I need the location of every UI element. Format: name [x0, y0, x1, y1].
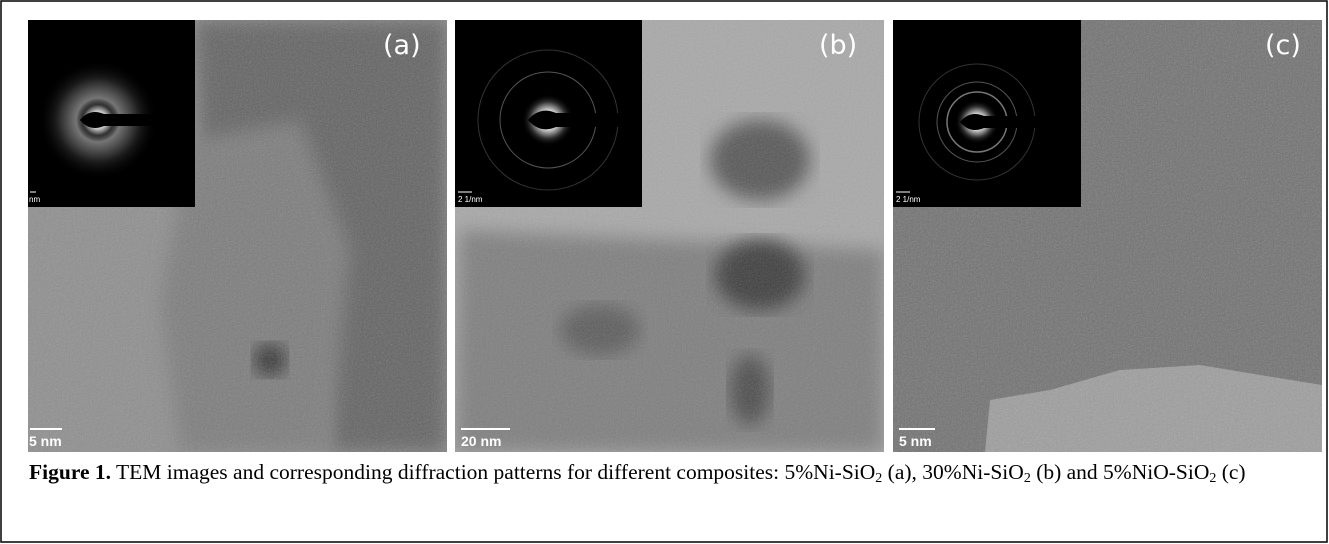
- panel-label: (c): [1265, 30, 1301, 61]
- caption-text: TEM images and corresponding diffraction…: [111, 460, 875, 484]
- scale-bar-label: 5 nm: [29, 433, 62, 449]
- scale-bar-label: 20 nm: [461, 433, 501, 449]
- caption-label: Figure 1.: [29, 460, 111, 484]
- caption-subscript: 2: [1024, 471, 1031, 486]
- caption-text: (a), 30%Ni-SiO: [882, 460, 1024, 484]
- figure: (a) (b) (c) 5 nm 20 nm 5 nm nm 2 1/nm 2 …: [0, 0, 1329, 544]
- caption-text: (b) and 5%NiO-SiO: [1031, 460, 1210, 484]
- panel-label: (b): [819, 30, 857, 61]
- diffraction-inset-b: [455, 20, 642, 207]
- diffraction-inset-a: [28, 20, 195, 207]
- inset-scale-label: 2 1/nm: [458, 195, 483, 204]
- diffraction-inset-c: [893, 20, 1081, 207]
- inset-scale-label: 2 1/nm: [896, 195, 921, 204]
- caption-text: (c): [1216, 460, 1245, 484]
- panel-label: (a): [383, 30, 421, 61]
- scale-bar-label: 5 nm: [899, 433, 932, 449]
- inset-scale-label: nm: [29, 195, 40, 204]
- figure-caption: Figure 1. TEM images and corresponding d…: [29, 456, 1309, 489]
